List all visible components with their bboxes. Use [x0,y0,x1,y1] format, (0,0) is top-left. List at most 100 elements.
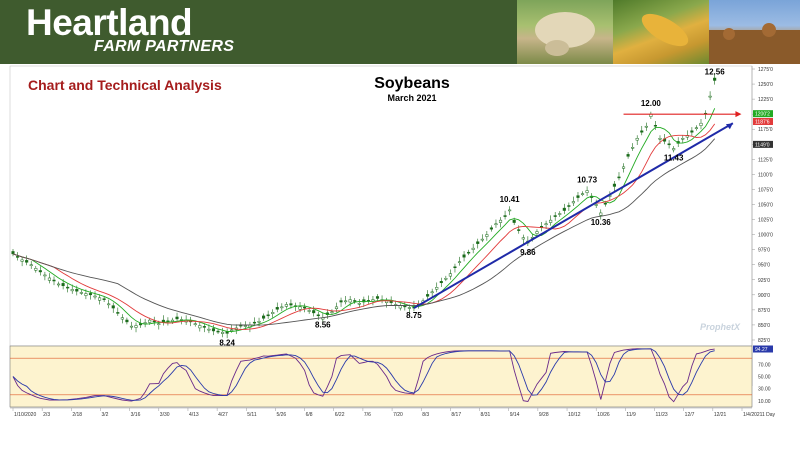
candle-body [25,260,29,263]
candle-body [535,231,539,234]
candle-body [498,219,503,223]
candle-body [157,323,161,325]
moving-average-medium [12,123,716,330]
candle-body [339,300,343,303]
candle-body [344,300,348,303]
y-tick-label: 825'0 [758,338,770,344]
candle-body [448,273,452,277]
price-marker [753,110,773,118]
candle-body [207,328,211,331]
candle-body [430,291,434,294]
candle-body [549,219,553,223]
stochastic-d-line [12,348,715,401]
candle-body [216,330,220,333]
x-tick-label: 12/7 [685,412,695,418]
candle-body [116,312,120,314]
candle-body [708,95,712,98]
candle-body [230,329,234,331]
candle-body [125,319,129,323]
x-tick-label: 2/3 [43,412,50,418]
candle-body [571,201,575,204]
candle-body [508,209,512,212]
candle-body [489,227,493,230]
x-tick-label: 9/28 [539,412,549,418]
candle-body [512,219,516,223]
candle-body [312,310,316,314]
candle-body [298,306,302,310]
x-tick-label: 6/22 [335,412,345,418]
candle-body [98,297,102,301]
candle-body [389,300,393,303]
oscillator-current-label: 94.27 [755,347,768,353]
y-tick-label: 975'0 [758,248,770,254]
x-tick-label: 1/10/2020 [14,412,36,418]
corn-ear-photo [613,0,709,64]
y-tick-label: 1275'0 [758,67,773,73]
candle-body [567,205,571,207]
y-tick-label: 850'0 [758,323,770,329]
price-marker-label: 1187'6 [755,120,770,126]
x-tick-label: 3/2 [101,412,108,418]
x-tick-label: 9/14 [510,412,520,418]
x-tick-label: 10/12 [568,412,581,418]
price-annotation: 8.75 [406,311,422,320]
cow-grazing-photo [517,0,613,64]
x-tick-label: 8/17 [451,412,461,418]
candle-body [334,306,339,310]
candle-body [453,266,457,269]
candle-body [193,323,197,325]
x-tick-label: 11/23 [656,412,668,418]
price-marker [753,118,773,125]
candle-body [362,299,366,303]
y-tick-label: 1125'0 [758,157,773,163]
candle-body [275,307,279,310]
chart-title: Soybeans [374,75,450,92]
price-annotation: 11.43 [664,153,684,162]
candle-body [43,274,47,277]
candle-body [16,256,20,258]
uptrend-arrowhead [725,123,733,130]
candle-body [120,317,124,320]
candle-body [544,223,548,226]
candle-body [653,125,657,127]
y-tick-label: 1250'0 [758,82,773,88]
candle-body [61,283,65,287]
candle-body [494,223,498,226]
y-tick-label: 1100'0 [758,172,773,178]
candle-body [211,328,216,332]
candle-body [580,193,585,195]
prophetx-watermark: ProphetX [700,322,741,332]
candle-body [34,268,38,271]
candle-body [20,259,24,262]
candle-body [521,237,525,240]
soybean-field-photo [709,0,800,64]
candle-body [107,303,111,306]
candle-body [266,314,270,317]
price-annotation: 8.24 [219,338,235,347]
candle-body [66,286,70,289]
candle-body [148,319,152,323]
candle-body [57,283,61,286]
price-annotation: 10.73 [577,176,598,185]
resistance-arrowhead [735,111,742,118]
price-annotation: 9.86 [520,248,536,257]
chart-subtitle: March 2021 [387,93,437,103]
x-tick-label: 8/3 [422,412,429,418]
candle-body [70,289,74,292]
candle-body [480,238,484,241]
candle-body [407,307,411,309]
x-tick-label: 11/9 [626,412,636,418]
candle-body [280,306,284,309]
candle-body [198,325,202,329]
candle-body [517,229,521,231]
candle-body [426,294,430,297]
candle-body [11,251,15,255]
candle-body [52,279,56,282]
candle-body [476,241,480,244]
candle-body [562,207,566,211]
candle-body [444,278,448,280]
candle-body [690,130,694,133]
x-tick-label: 2/18 [72,412,82,418]
price-annotation: 12.00 [641,99,662,108]
y-tick-label: 1075'0 [758,187,773,193]
